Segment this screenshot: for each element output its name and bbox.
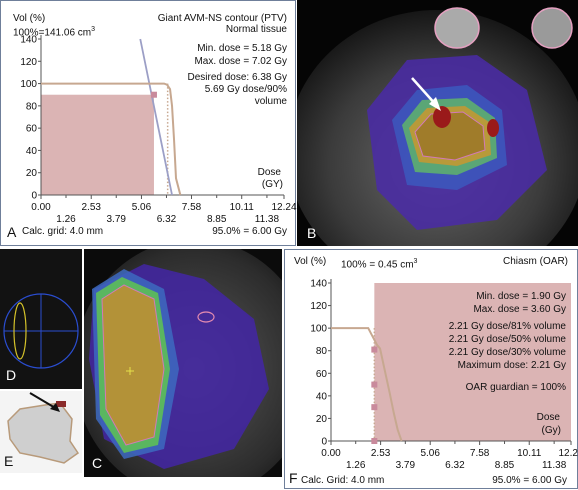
f-x-tick-label-bottom-0: 1.26 [346,460,366,471]
f-dose-label: Dose [536,412,560,423]
f-x-tick-label-top-5: 12.24 [558,448,578,459]
panel-b-image: B [297,0,578,246]
f-x-tick-label-bottom-1: 3.79 [396,460,416,471]
a-y-tick-label-0: 0 [31,191,37,202]
f-x-tick-label-bottom-2: 6.32 [445,460,465,471]
f-dose-unit: (Gy) [541,425,561,436]
a-y-tick-label-6: 120 [20,57,37,68]
f-guardian: OAR guardian = 100% [465,382,566,393]
a-stat-4: volume [254,96,287,107]
panel-f-dvh: 0 20 40 60 80 100 120 140 0.00 2.53 5.06 7.58 10.11 1… [284,249,578,489]
panel-d-image: D [0,249,82,389]
f-x-tick-label-top-2: 5.06 [420,448,440,459]
f-stat2-0: 2.21 Gy dose/81% volume [448,321,566,332]
f-y-tick-label-0: 0 [321,437,327,448]
a-y-tick-label-4: 80 [26,101,38,112]
a-series-0 [139,38,173,196]
f-x-tick-label-bottom-4: 11.38 [542,460,567,471]
f-x-tick-label-top-1: 2.53 [371,448,391,459]
a-series-1 [41,82,182,196]
a-shaded-region [41,94,154,195]
a-x-tick-label-bottom-3: 8.85 [207,214,227,225]
a-x-tick-label-top-4: 10.11 [230,202,255,213]
f-y-tick-label-4: 80 [316,346,328,357]
a-x-tick-label-bottom-4: 11.38 [255,214,280,225]
f-stat2-3: Maximum dose: 2.21 Gy [457,360,566,371]
a-x-tick-label-top-1: 2.53 [81,202,101,213]
f-marker-2 [371,404,378,411]
f-y-tick-label-2: 40 [316,391,328,402]
a-dose-label: Dose [257,167,281,178]
f-calc-grid: Calc. Grid: 4.0 mm [301,475,385,486]
a-y-tick-label-2: 40 [26,146,38,157]
f-y-tick-label-6: 120 [310,301,327,312]
a-stat-1: Max. dose = 7.02 Gy [194,56,287,67]
f-x-tick-label-bottom-3: 8.85 [495,460,515,471]
f-series-0 [331,327,403,442]
a-vol-value: 100%=141.06 cm3 [13,26,96,39]
a-vol-label: Vol (%) [13,13,46,24]
a-x-tick-label-top-0: 0.00 [31,202,51,213]
a-stat-0: Min. dose = 5.18 Gy [197,43,287,54]
a-marker-0 [150,91,157,98]
f-stat-1: Max. dose = 3.60 Gy [473,304,566,315]
a-x-tick-label-bottom-0: 1.26 [56,214,76,225]
f-marker-1 [371,381,378,388]
f-x-tick-label-top-3: 7.58 [470,448,490,459]
f-stat2-2: 2.21 Gy dose/30% volume [448,347,566,358]
a-stat-2: Desired dose: 6.38 Gy [187,72,288,83]
f-stat2-1: 2.21 Gy dose/50% volume [448,334,566,345]
a-calc-grid: Calc. grid: 4.0 mm [22,226,104,237]
brain-axial-image [297,0,578,246]
a-y-tick-label-7: 140 [20,35,37,46]
contour-thumbnail [7,392,80,464]
c-letter: C [92,455,103,471]
f-marker-3 [371,438,378,444]
a-x-tick-label-top-2: 5.06 [132,202,152,213]
a-stat-3: 5.69 Gy dose/90% [204,84,287,95]
f-vol-label: Vol (%) [294,256,327,267]
panel-c-image: C [84,249,282,477]
f-title: Chiasm (OAR) [502,256,568,267]
f-y-tick-label-7: 140 [310,279,327,290]
a-x-tick-label-top-5: 12.24 [271,202,296,213]
f-shaded-region [374,283,571,441]
f-vol-value: 100% = 0.45 cm3 [341,258,418,271]
panel-e-image: E [0,391,82,473]
brain-coronal-image [84,249,282,477]
a-x-tick-label-bottom-1: 3.79 [107,214,127,225]
b-letter: B [307,225,317,241]
f-marker-0 [371,346,378,353]
a-x-tick-label-bottom-2: 6.32 [157,214,177,225]
localization-sphere [0,249,82,389]
a-dose-unit: (GY) [261,179,283,190]
f-stat-0: Min. dose = 1.90 Gy [476,291,566,302]
d-letter: D [6,367,17,383]
f-y-tick-label-5: 100 [310,324,327,335]
a-y-tick-label-5: 100 [20,79,37,90]
a-y-tick-label-3: 60 [26,124,38,135]
f-coverage: 95.0% = 6.00 Gy [492,475,567,486]
f-x-tick-label-top-0: 0.00 [321,448,341,459]
a-x-tick-label-top-3: 7.58 [182,202,202,213]
a-title: Giant AVM-NS contour (PTV) [157,13,287,24]
f-x-tick-label-top-4: 10.11 [517,448,542,459]
a-subtitle: Normal tissue [225,24,287,35]
panel-a-dvh: 0 20 40 60 80 100 120 140 0.00 2.53 5.06 7.58 10.11 1… [0,0,297,246]
e-letter: E [4,453,14,469]
f-letter: F [289,470,298,486]
f-y-tick-label-1: 20 [316,414,328,425]
a-coverage: 95.0% = 6.00 Gy [212,226,287,237]
a-letter: A [7,224,17,240]
f-y-tick-label-3: 60 [316,369,328,380]
a-y-tick-label-1: 20 [26,168,38,179]
